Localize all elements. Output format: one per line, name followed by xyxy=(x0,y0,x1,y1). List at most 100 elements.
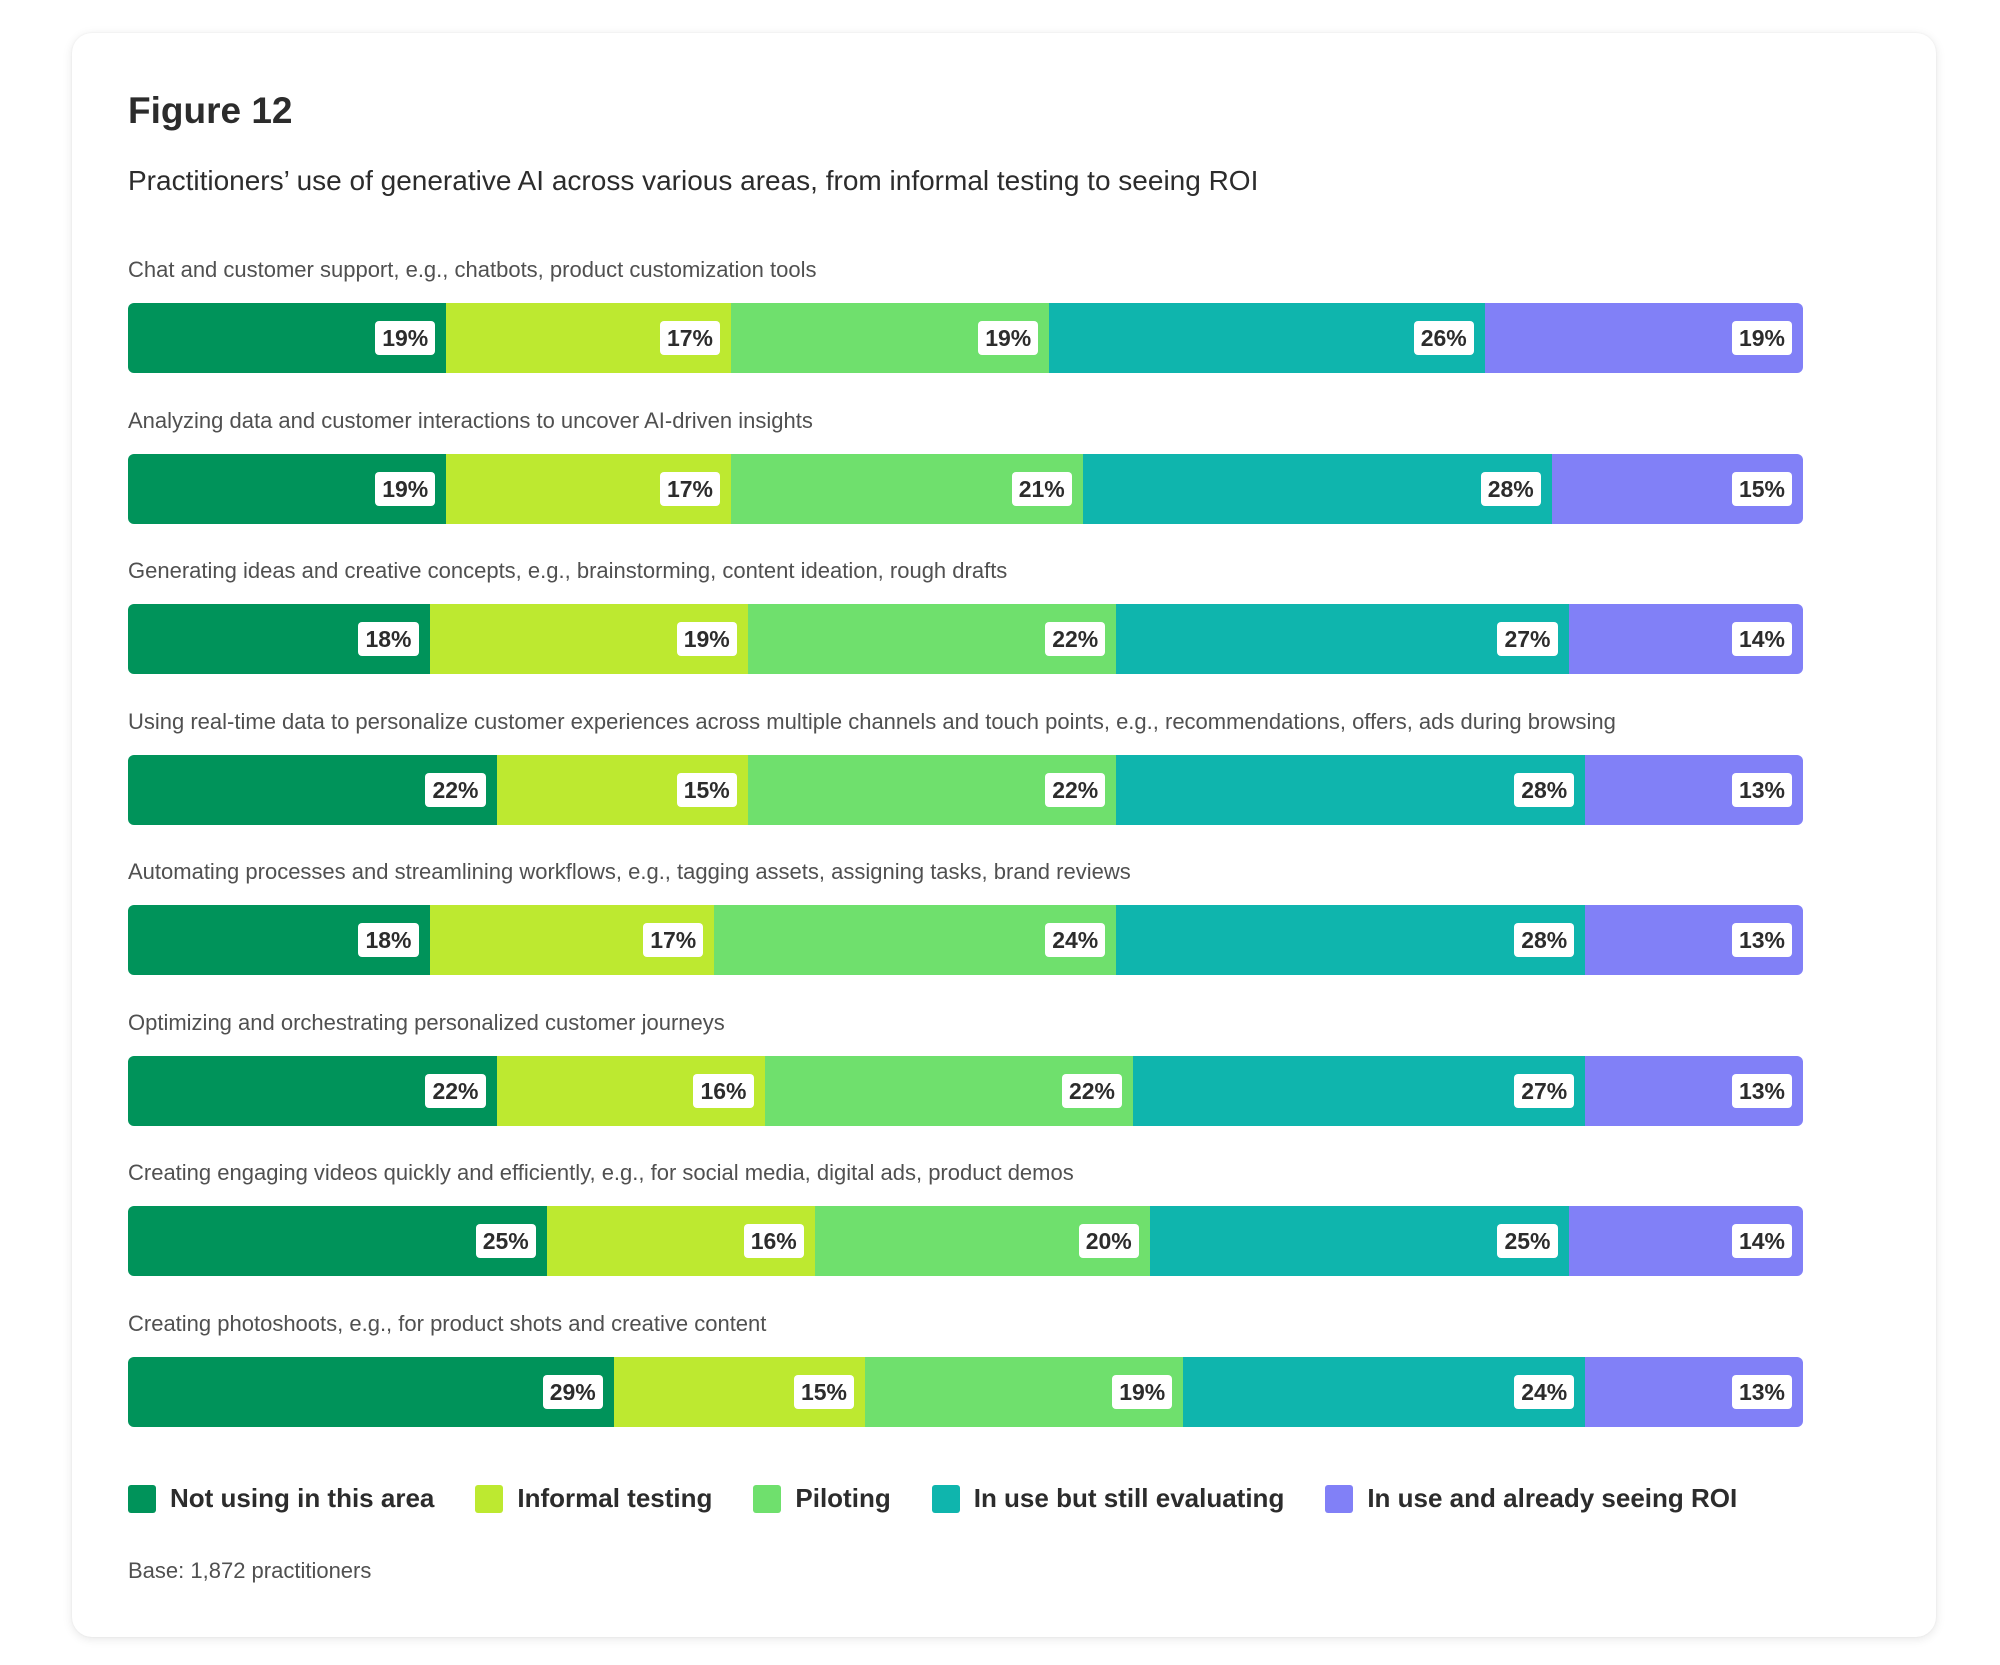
data-label: 13% xyxy=(1731,923,1792,957)
bar-segment: 27% xyxy=(1116,604,1569,674)
figure-title: Figure 12 xyxy=(128,90,293,131)
data-label: 16% xyxy=(743,1224,804,1258)
data-label: 28% xyxy=(1480,471,1541,506)
bar-segment: 14% xyxy=(1568,604,1803,674)
bar-segment: 17% xyxy=(429,905,715,975)
bar-segment: 24% xyxy=(714,905,1117,975)
data-label: 26% xyxy=(1413,321,1474,355)
legend-item: In use but still evaluating xyxy=(931,1483,1285,1514)
row-label: Using real-time data to personalize cust… xyxy=(128,708,1616,734)
stacked-bar: 29% 15% 19% 24% 13% xyxy=(128,1356,1803,1427)
bar-segment: 17% xyxy=(446,303,731,373)
data-label: 18% xyxy=(358,923,419,957)
data-label: 22% xyxy=(425,772,486,807)
stacked-bar: 18% 19% 22% 27% 14% xyxy=(128,604,1803,674)
data-label: 24% xyxy=(1514,1374,1575,1409)
bar-segment: 19% xyxy=(865,1356,1184,1427)
data-label: 13% xyxy=(1731,772,1792,807)
bar-segment: 19% xyxy=(128,303,447,373)
bar-segment: 19% xyxy=(429,604,748,674)
bar-segment: 29% xyxy=(128,1356,614,1427)
row-label: Generating ideas and creative concepts, … xyxy=(128,558,1008,583)
data-label: 14% xyxy=(1731,622,1792,656)
bar-segment: 22% xyxy=(764,1055,1133,1126)
legend-item: In use and already seeing ROI xyxy=(1325,1483,1737,1514)
data-label: 19% xyxy=(1112,1374,1173,1409)
data-label: 19% xyxy=(1731,321,1792,355)
bar-segment: 16% xyxy=(546,1206,815,1276)
bar-segment: 22% xyxy=(128,1055,497,1126)
bar-segment: 18% xyxy=(128,905,430,975)
bar-segment: 28% xyxy=(1116,905,1586,975)
bar-segment: 13% xyxy=(1585,754,1803,825)
legend-swatch xyxy=(1325,1484,1354,1513)
stacked-bar: 22% 16% 22% 27% 13% xyxy=(128,1055,1803,1126)
bar-segment: 13% xyxy=(1585,1356,1803,1427)
legend-label: Piloting xyxy=(795,1483,891,1513)
bar-segment: 24% xyxy=(1183,1356,1586,1427)
stacked-bar: 22% 15% 22% 28% 13% xyxy=(128,754,1803,825)
legend-item: Informal testing xyxy=(475,1483,712,1514)
bar-segment: 13% xyxy=(1585,905,1803,975)
data-label: 17% xyxy=(659,471,720,506)
data-label: 19% xyxy=(978,321,1039,355)
bar-segment: 13% xyxy=(1585,1055,1803,1126)
data-label: 22% xyxy=(425,1073,486,1108)
data-label: 16% xyxy=(693,1073,754,1108)
bar-segment: 22% xyxy=(747,754,1117,825)
legend-swatch xyxy=(931,1484,960,1513)
row-label: Analyzing data and customer interactions… xyxy=(128,407,813,433)
row-label: Creating photoshoots, e.g., for product … xyxy=(128,1310,767,1336)
stacked-bar: 18% 17% 24% 28% 13% xyxy=(128,905,1803,975)
data-label: 22% xyxy=(1061,1073,1122,1108)
stacked-bar: 19% 17% 19% 26% 19% xyxy=(128,303,1803,373)
legend-item: Not using in this area xyxy=(128,1483,434,1514)
data-label: 21% xyxy=(1011,471,1072,506)
bar-segment: 22% xyxy=(747,604,1117,674)
bar-segment: 26% xyxy=(1049,303,1485,373)
stacked-bar: 19% 17% 21% 28% 15% xyxy=(128,453,1803,524)
data-label: 19% xyxy=(676,622,737,656)
data-label: 13% xyxy=(1731,1073,1792,1108)
row-label: Automating processes and streamlining wo… xyxy=(128,859,1131,884)
data-label: 27% xyxy=(1514,1073,1575,1108)
legend-swatch xyxy=(475,1484,504,1513)
data-label: 19% xyxy=(375,321,436,355)
legend-swatch xyxy=(128,1484,156,1513)
bar-segment: 16% xyxy=(496,1055,765,1126)
data-label: 24% xyxy=(1045,923,1106,957)
stacked-bar: 25% 16% 20% 25% 14% xyxy=(128,1206,1803,1276)
data-label: 29% xyxy=(542,1374,603,1409)
data-label: 28% xyxy=(1514,923,1575,957)
bar-segment: 17% xyxy=(446,453,731,524)
bar-segment: 21% xyxy=(731,453,1083,524)
bar-segment: 15% xyxy=(1551,453,1803,524)
bar-segment: 19% xyxy=(731,303,1050,373)
row-label: Optimizing and orchestrating personalize… xyxy=(128,1009,725,1035)
data-label: 13% xyxy=(1731,1374,1792,1409)
base-note: Base: 1,872 practitioners xyxy=(128,1558,372,1583)
legend-label: Informal testing xyxy=(517,1483,713,1513)
bar-segment: 19% xyxy=(1484,303,1803,373)
figure-subtitle: Practitioners’ use of generative AI acro… xyxy=(128,165,1259,196)
legend-label: In use and already seeing ROI xyxy=(1367,1483,1738,1513)
bar-segment: 27% xyxy=(1133,1055,1586,1126)
data-label: 15% xyxy=(676,772,737,807)
legend-label: Not using in this area xyxy=(170,1483,435,1513)
data-label: 17% xyxy=(643,923,704,957)
legend-label: In use but still evaluating xyxy=(973,1483,1285,1513)
bar-segment: 14% xyxy=(1568,1206,1803,1276)
bar-segment: 18% xyxy=(128,604,430,674)
bar-segment: 15% xyxy=(496,754,748,825)
data-label: 22% xyxy=(1045,622,1106,656)
data-label: 15% xyxy=(793,1374,854,1409)
data-label: 25% xyxy=(1497,1224,1558,1258)
row-label: Chat and customer support, e.g., chatbot… xyxy=(128,257,817,282)
data-label: 18% xyxy=(358,622,419,656)
bar-segment: 22% xyxy=(128,754,497,825)
bar-segment: 28% xyxy=(1116,754,1586,825)
data-label: 15% xyxy=(1731,471,1792,506)
data-label: 27% xyxy=(1497,622,1558,656)
data-label: 19% xyxy=(375,471,436,506)
bar-segment: 19% xyxy=(128,453,447,524)
